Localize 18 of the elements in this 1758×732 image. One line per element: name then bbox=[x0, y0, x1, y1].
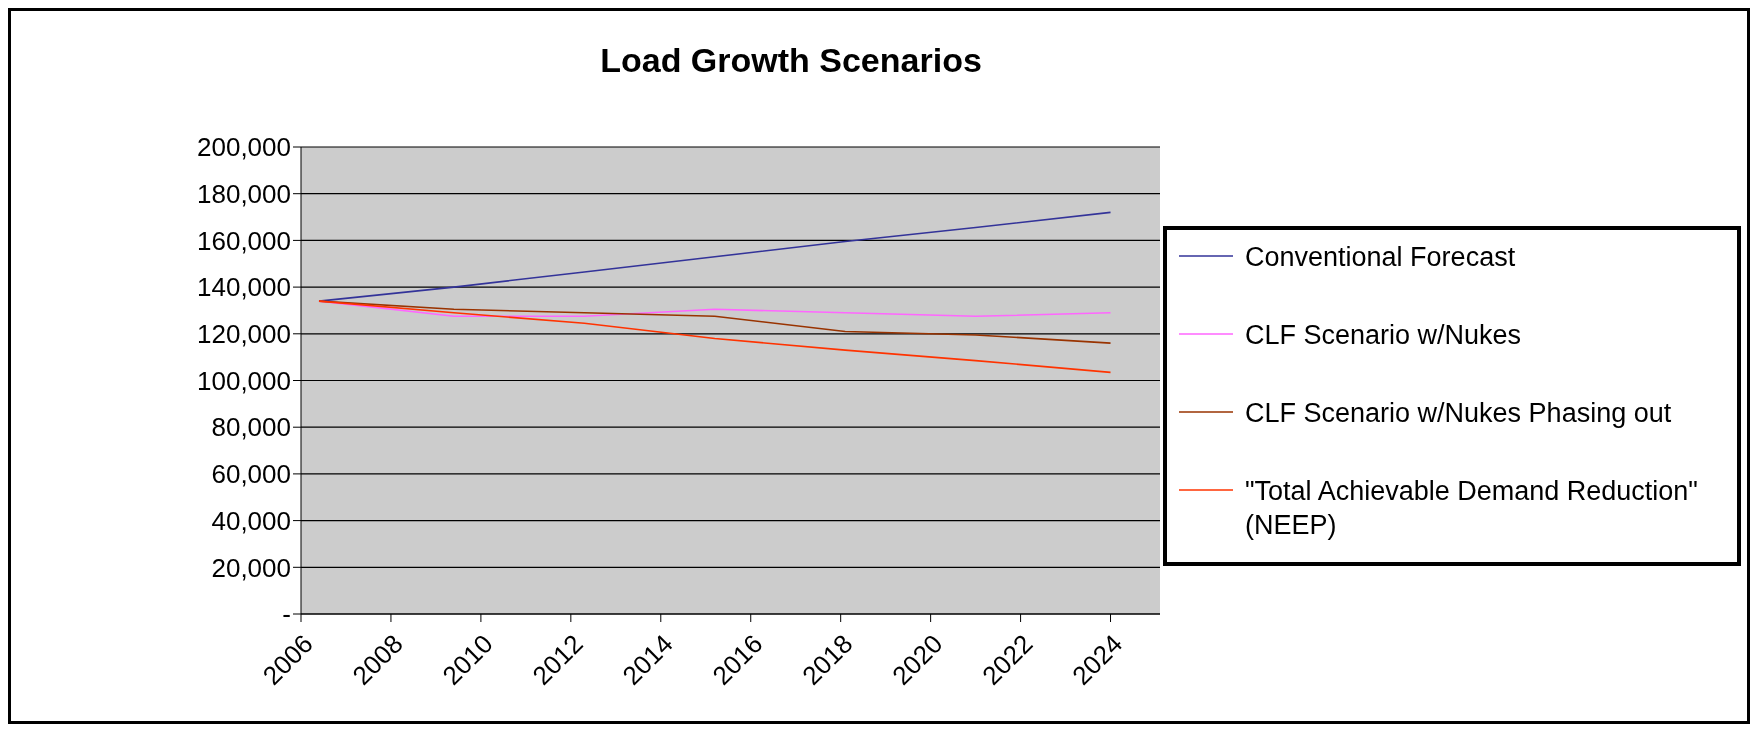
y-tick-label: 20,000 bbox=[211, 552, 291, 583]
legend-label: Conventional Forecast bbox=[1245, 241, 1516, 274]
chart-title: Load Growth Scenarios bbox=[599, 41, 983, 80]
legend-label: CLF Scenario w/Nukes Phasing out bbox=[1245, 397, 1672, 430]
y-tick-label: 200,000 bbox=[197, 132, 291, 163]
y-tick-label: - bbox=[282, 599, 291, 630]
y-tick-label: 100,000 bbox=[197, 365, 291, 396]
y-tick-label: 40,000 bbox=[211, 505, 291, 536]
y-tick-label: 140,000 bbox=[197, 272, 291, 303]
y-tick-label: 80,000 bbox=[211, 412, 291, 443]
line-series bbox=[318, 300, 1112, 374]
legend-label: "Total Achievable Demand Reduction" (NEEP) bbox=[1245, 475, 1699, 542]
legend-label: CLF Scenario w/Nukes bbox=[1245, 319, 1522, 352]
line-series bbox=[318, 300, 1112, 344]
y-tick-label: 160,000 bbox=[197, 225, 291, 256]
y-tick-label: 180,000 bbox=[197, 178, 291, 209]
y-tick-label: 60,000 bbox=[211, 459, 291, 490]
y-tick-label: 120,000 bbox=[197, 319, 291, 350]
